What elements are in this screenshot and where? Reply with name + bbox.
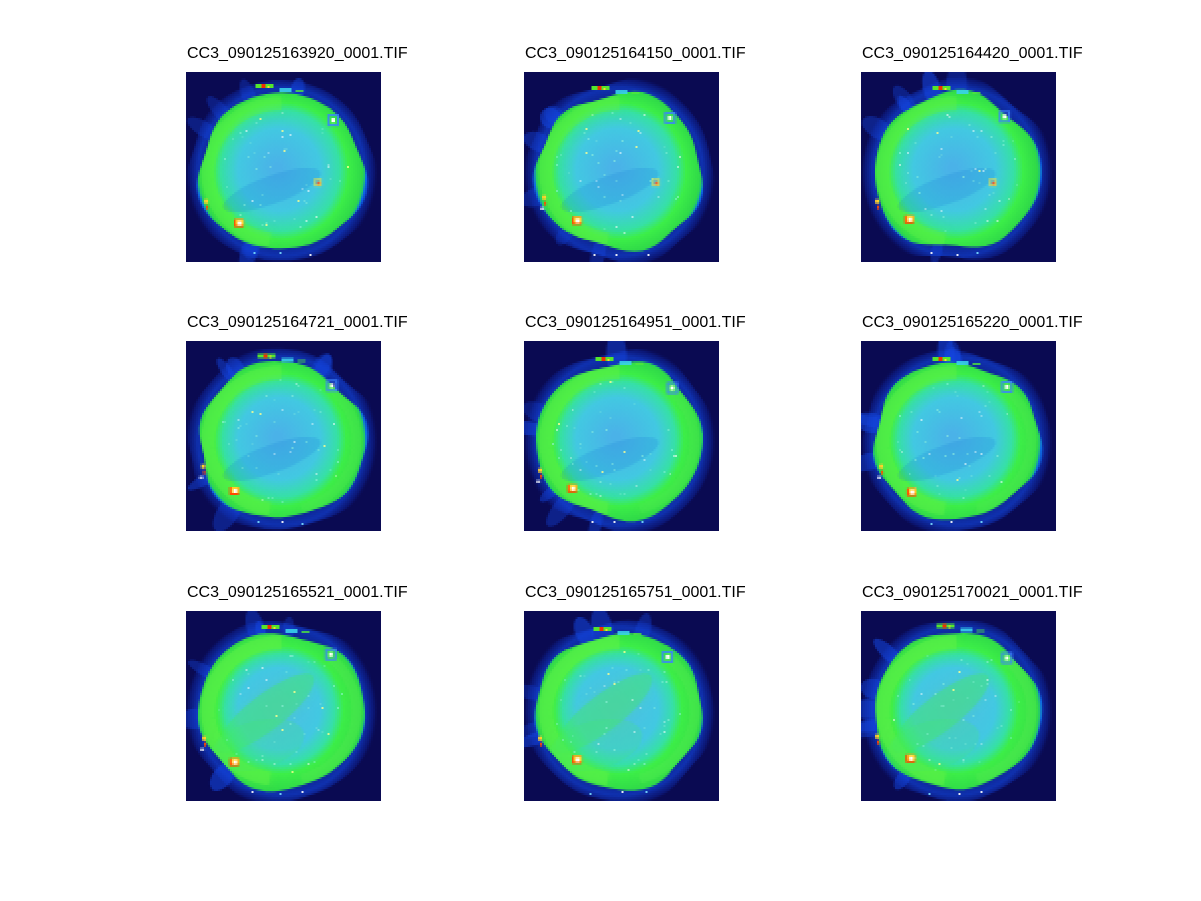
beam-image-heatmap xyxy=(186,72,381,262)
subplot-title: CC3_090125165751_0001.TIF xyxy=(525,584,746,601)
subplot-cell-3: CC3_090125164420_0001.TIF xyxy=(861,45,1083,262)
subplot-title: CC3_090125170021_0001.TIF xyxy=(862,584,1083,601)
subplot-title: CC3_090125164951_0001.TIF xyxy=(525,314,746,331)
subplot-cell-2: CC3_090125164150_0001.TIF xyxy=(524,45,746,262)
subplot-title: CC3_090125165220_0001.TIF xyxy=(862,314,1083,331)
subplot-cell-7: CC3_090125165521_0001.TIF xyxy=(186,584,408,801)
beam-image-heatmap xyxy=(524,611,719,801)
subplot-title: CC3_090125163920_0001.TIF xyxy=(187,45,408,62)
subplot-cell-4: CC3_090125164721_0001.TIF xyxy=(186,314,408,531)
subplot-cell-8: CC3_090125165751_0001.TIF xyxy=(524,584,746,801)
subplot-title: CC3_090125164420_0001.TIF xyxy=(862,45,1083,62)
beam-image-heatmap xyxy=(861,611,1056,801)
subplot-cell-1: CC3_090125163920_0001.TIF xyxy=(186,45,408,262)
subplot-title: CC3_090125164721_0001.TIF xyxy=(187,314,408,331)
subplot-cell-6: CC3_090125165220_0001.TIF xyxy=(861,314,1083,531)
beam-image-heatmap xyxy=(186,611,381,801)
subplot-title: CC3_090125165521_0001.TIF xyxy=(187,584,408,601)
subplot-title: CC3_090125164150_0001.TIF xyxy=(525,45,746,62)
beam-image-heatmap xyxy=(186,341,381,531)
subplot-cell-9: CC3_090125170021_0001.TIF xyxy=(861,584,1083,801)
beam-image-heatmap xyxy=(524,72,719,262)
beam-image-heatmap xyxy=(524,341,719,531)
beam-image-heatmap xyxy=(861,72,1056,262)
subplot-cell-5: CC3_090125164951_0001.TIF xyxy=(524,314,746,531)
beam-image-heatmap xyxy=(861,341,1056,531)
